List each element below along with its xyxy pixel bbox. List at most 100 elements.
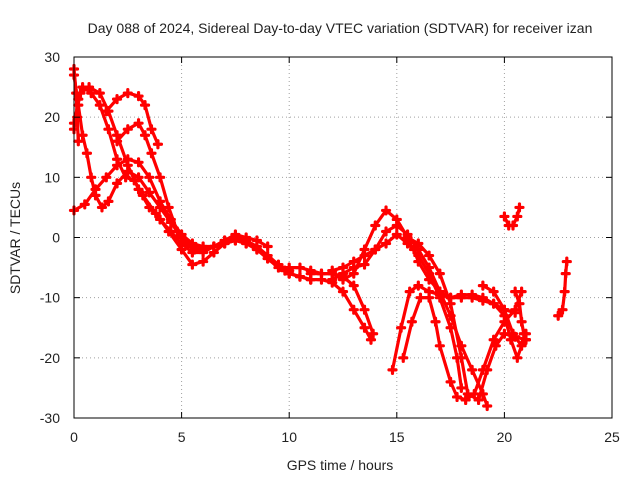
x-tick-label: 5 [178,429,186,445]
data-point-marker [434,286,445,297]
data-point-marker [133,172,144,183]
data-point-marker [368,328,379,339]
data-point-marker [499,328,510,339]
series-track-9 [309,208,528,402]
series-track-19 [72,67,80,143]
data-point-marker [512,211,523,222]
y-tick-label: 30 [44,49,60,65]
data-point-marker [413,280,424,291]
data-point-marker [137,190,148,201]
data-point-marker [262,241,273,252]
data-point-marker [391,229,402,240]
data-point-marker [396,322,407,333]
data-point-marker [81,148,93,159]
data-point-marker [144,172,155,183]
grid-lines [74,57,612,418]
data-point-marker [146,124,157,135]
data-point-marker [122,124,133,135]
y-tick-label: -10 [40,290,60,306]
data-point-marker [387,364,398,375]
y-tick-label: -20 [40,350,60,366]
data-point-marker [86,172,97,183]
data-point-marker [445,310,456,321]
data-point-marker [359,250,370,261]
y-tick-label: 0 [52,230,60,246]
series-track-6 [115,121,197,252]
data-point-marker [370,244,381,255]
data-point-marker [241,232,252,243]
y-tick-label: -30 [40,410,60,426]
data-point-marker [152,139,164,150]
data-point-marker [510,304,521,315]
data-point-marker [133,118,144,129]
data-point-marker [477,364,488,375]
data-point-marker [111,160,123,171]
data-point-marker [510,286,521,297]
data-point-marker [490,340,501,351]
data-point-marker [251,244,263,255]
data-point-marker [505,334,516,345]
data-point-marker [122,154,133,165]
x-tick-label: 25 [604,429,620,445]
data-point-marker [488,286,499,297]
data-point-marker [430,316,441,327]
data-point-marker [133,91,144,102]
data-point-marker [520,334,532,345]
data-point-marker [251,235,263,246]
series-track-10 [330,223,489,408]
data-point-marker [477,280,488,291]
data-point-marker [348,304,359,315]
data-point-marker [559,286,570,297]
data-point-marker [423,274,435,285]
data-point-marker [284,268,295,279]
data-point-marker [469,388,480,400]
data-point-marker [180,238,192,249]
data-point-marker [499,304,510,315]
data-point-marker [434,268,445,279]
axis-ticks: 0 5 10 15 20 25 -30 -20 -10 0 10 20 30 [40,49,620,445]
data-point-marker [467,289,478,300]
data-point-marker [445,376,456,387]
x-tick-label: 20 [497,429,513,445]
data-point-marker [273,262,284,273]
data-point-marker [460,394,471,406]
data-point-marker [561,256,572,267]
data-point-marker [337,262,349,273]
data-point-marker [163,226,174,237]
x-tick-label: 0 [70,429,78,445]
data-point-marker [262,253,273,264]
data-point-marker [482,400,493,412]
data-point-marker [434,340,445,351]
data-point-marker [423,292,435,303]
series-track-1 [72,85,291,273]
data-point-marker [77,130,88,141]
data-point-marker [103,196,114,207]
data-point-marker [73,136,84,147]
data-point-marker [451,391,463,403]
data-point-marker [337,286,349,297]
data-point-marker [380,205,392,216]
data-point-marker [514,298,525,309]
data-point-marker [79,199,90,210]
data-point-marker [415,292,426,303]
data-point-marker [348,280,359,291]
data-point-marker [488,334,499,345]
data-point-marker [139,130,151,141]
data-point-marker [198,256,209,267]
x-axis-label: GPS time / hours [287,457,394,473]
data-point-marker [94,88,105,99]
data-point-marker [557,304,568,315]
data-point-marker [96,202,108,213]
data-point-marker [111,178,123,189]
chart-title: Day 088 of 2024, Sidereal Day-to-day VTE… [88,20,593,36]
data-point-marker [154,202,166,213]
data-point-marker [456,289,467,300]
data-point-marker [445,322,456,333]
data-point-marker [144,187,155,198]
data-point-marker [122,88,133,99]
data-point-marker [413,256,424,267]
data-point-marker [111,136,123,147]
data-point-marker [402,235,413,246]
data-point-marker [507,220,519,231]
